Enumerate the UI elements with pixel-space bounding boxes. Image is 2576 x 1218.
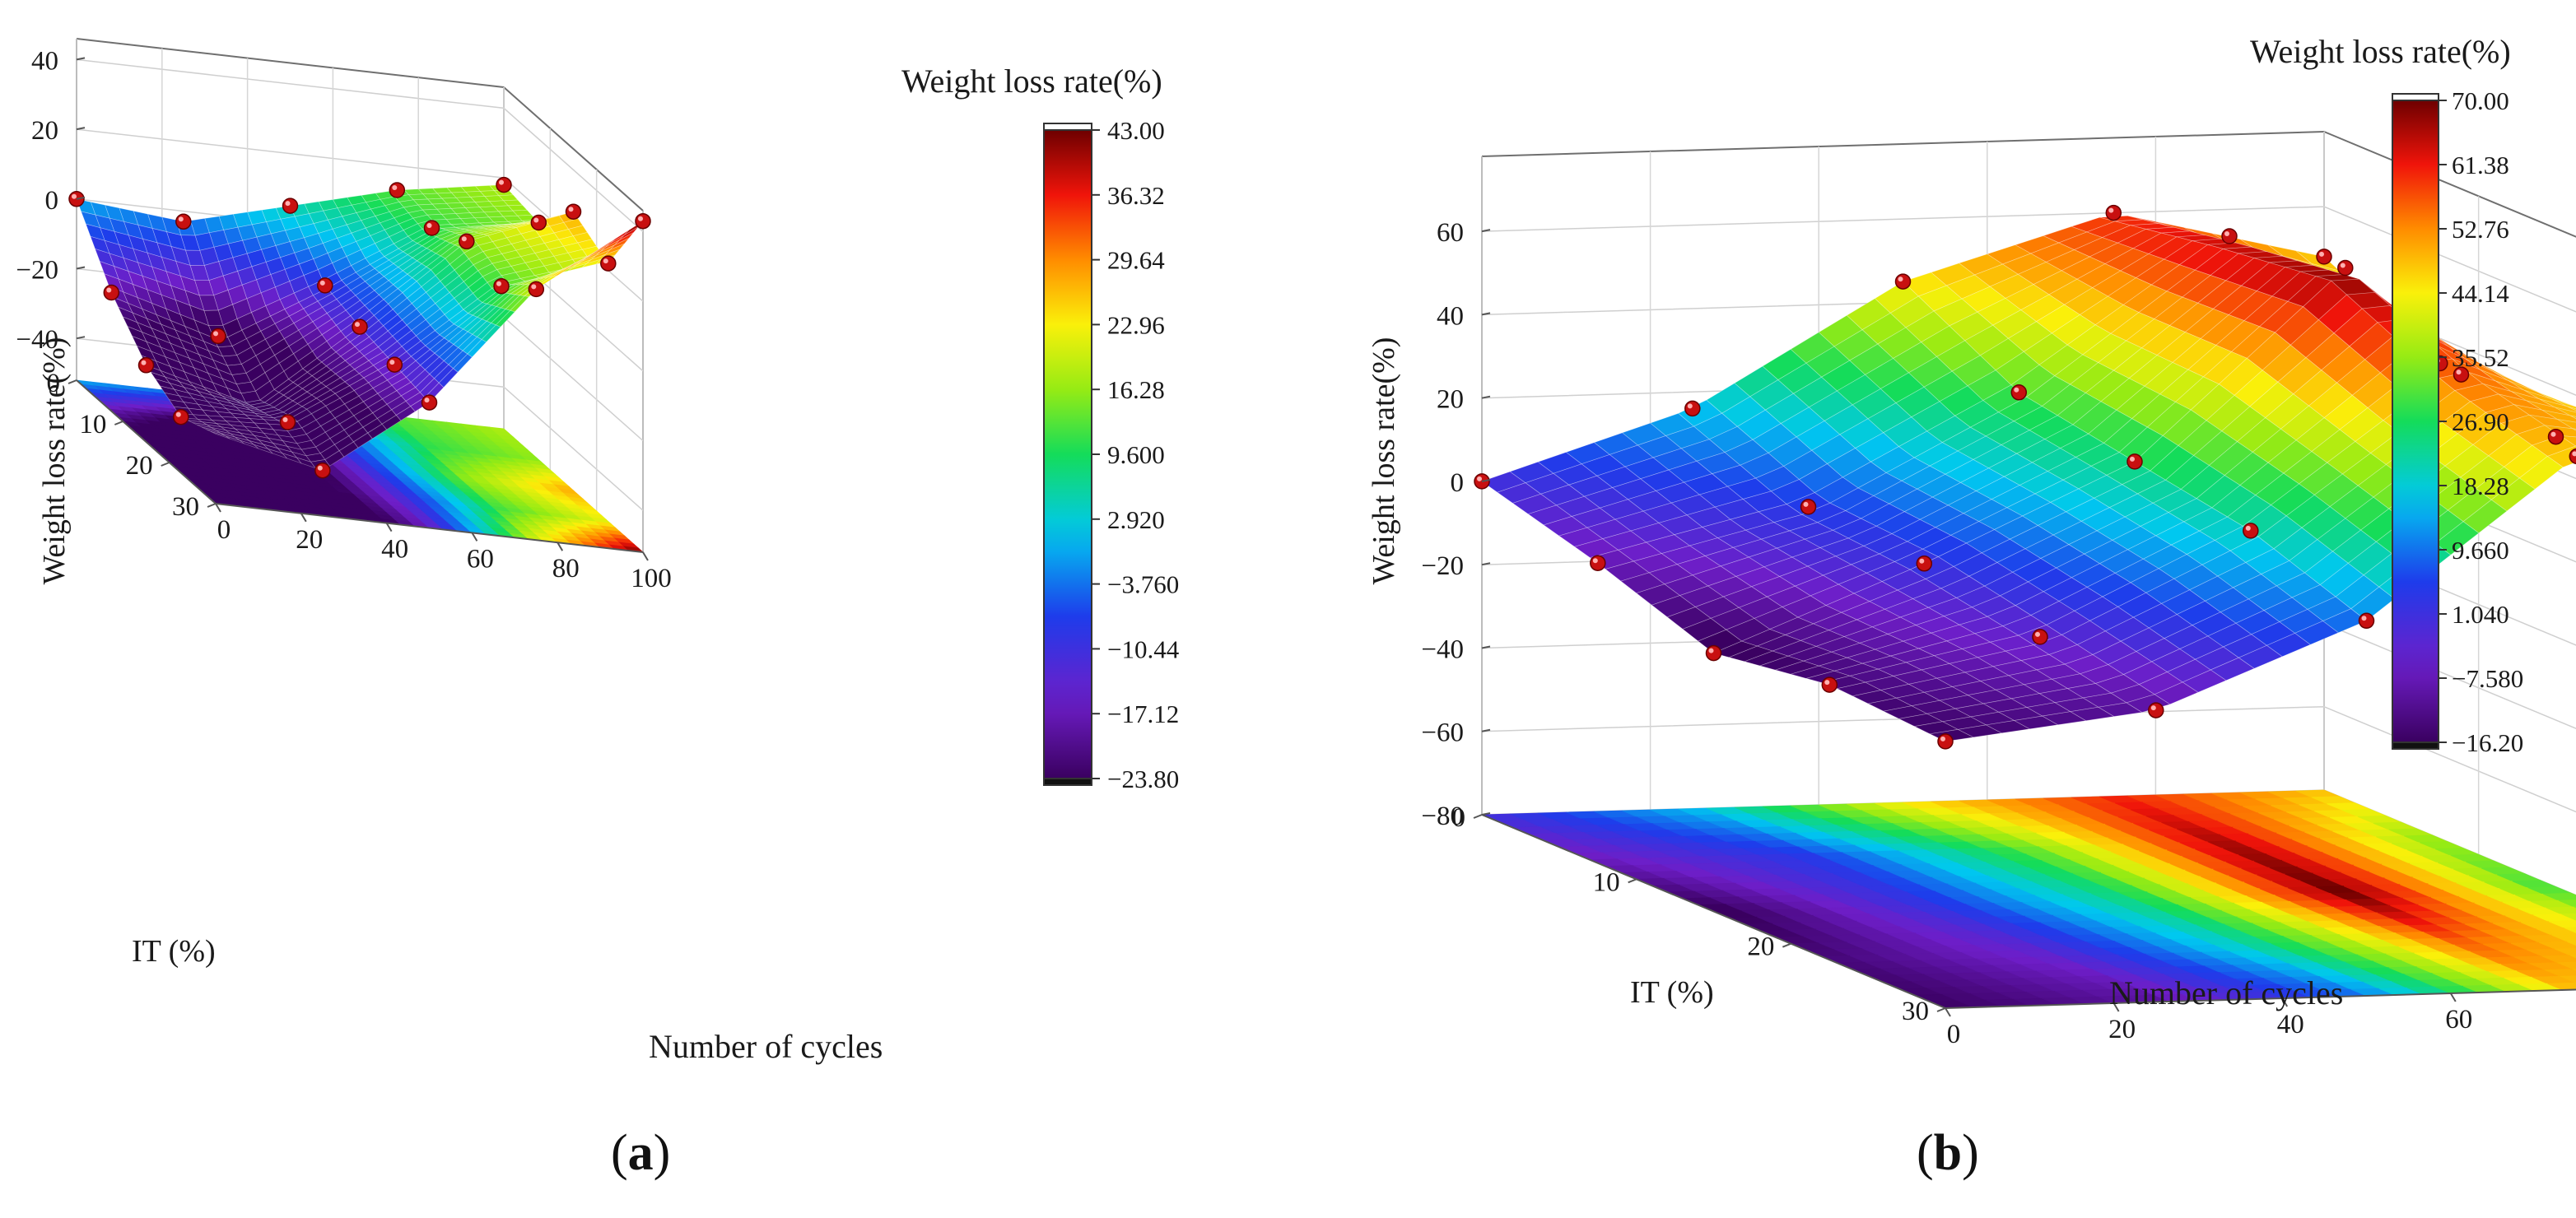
data-point [2337,259,2354,277]
data-point-highlight [2245,525,2251,531]
data-point [1894,273,1912,290]
y-tick-label: 0 [1947,1020,1961,1049]
box-edge-top [76,38,505,88]
data-point-highlight [1687,403,1693,409]
colorbar-cap-top [2392,93,2439,101]
data-point [1821,676,1838,693]
data-point-highlight [2035,631,2040,637]
data-point [1684,400,1701,417]
colorbar-label: 52.76 [2452,215,2509,244]
x-tick-label: 30 [1902,997,1929,1026]
y-tick [1945,1007,1951,1017]
y-tick-label: 40 [2277,1010,2304,1039]
x-axis-title: IT (%) [1630,975,1714,1010]
data-point-highlight [1824,680,1830,686]
z-tick-label: −40 [1421,635,1464,664]
x-tick [1936,1007,1946,1012]
y-tick-label: 20 [2108,1015,2136,1044]
data-point [1705,644,1722,662]
data-point [2358,612,2375,630]
colorbar-label: −7.580 [2452,664,2523,693]
data-point-highlight [1940,736,1945,741]
data-point [2126,453,2143,470]
x-tick [1473,814,1483,819]
data-point [2148,702,2164,718]
data-point-highlight [1919,558,1925,564]
x-tick-label: 0 [1452,803,1466,833]
data-point [1590,555,1606,571]
data-point [2010,384,2028,401]
z-tick-label: 60 [1437,218,1464,248]
y-tick-label: 60 [2445,1005,2472,1034]
colorbar-cap-bottom [2392,741,2439,750]
box-edge-top [1481,131,2325,157]
data-point-highlight [2150,705,2156,711]
z-tick-label: 40 [1437,301,1464,331]
z-tick-label: 0 [1451,468,1465,498]
data-point-highlight [1708,648,1714,653]
data-point [2243,523,2259,539]
z-axis-title: Weight loss rate(%) [1367,337,1401,585]
colorbar-label: 26.90 [2452,407,2509,436]
data-point [1800,499,1817,515]
z-tick-label: −20 [1421,551,1464,581]
data-point [1916,556,1933,572]
data-point-highlight [2130,456,2135,462]
data-point-highlight [1477,476,1482,481]
data-point-highlight [2340,263,2345,268]
data-point [2316,249,2332,265]
data-point-highlight [1592,558,1598,564]
data-point-highlight [2014,387,2019,393]
panel-label-a: (a) [611,1125,671,1181]
x-tick [1628,878,1637,884]
z-tick-label: 20 [1437,385,1464,415]
x-tick [1782,942,1791,948]
y-axis-title: Number of cycles [2109,974,2343,1011]
colorbar-label: 61.38 [2452,151,2509,179]
data-point-highlight [2550,431,2556,437]
y-tick [2449,993,2457,1002]
data-point [2032,629,2048,645]
x-tick-label: 10 [1593,867,1620,897]
colorbar-label: −16.20 [2452,728,2523,757]
colorbar-label: 1.040 [2452,600,2509,629]
data-point-highlight [1803,501,1809,507]
data-point-highlight [2319,251,2324,257]
data-point-highlight [1898,277,1903,282]
data-point [2105,204,2122,221]
colorbar-label: 44.14 [2452,279,2509,308]
data-point [2547,428,2564,445]
colorbar-title: Weight loss rate(%) [2250,33,2511,70]
data-point-highlight [2361,616,2367,621]
colorbar-label: 18.28 [2452,472,2509,500]
data-point-highlight [2108,207,2114,213]
data-point [2221,228,2238,244]
data-point-highlight [2224,231,2229,236]
panel-label-b: (b) [1917,1125,1979,1181]
z-tick-label: −60 [1421,718,1464,748]
colorbar-label: 9.660 [2452,536,2509,565]
colorbar-label: 35.52 [2452,343,2509,372]
data-point [1937,733,1954,750]
box-edge-top [503,86,644,212]
colorbar-label: 70.00 [2452,86,2509,115]
x-tick-label: 20 [1747,932,1774,962]
colorbar-gradient [2392,100,2439,743]
